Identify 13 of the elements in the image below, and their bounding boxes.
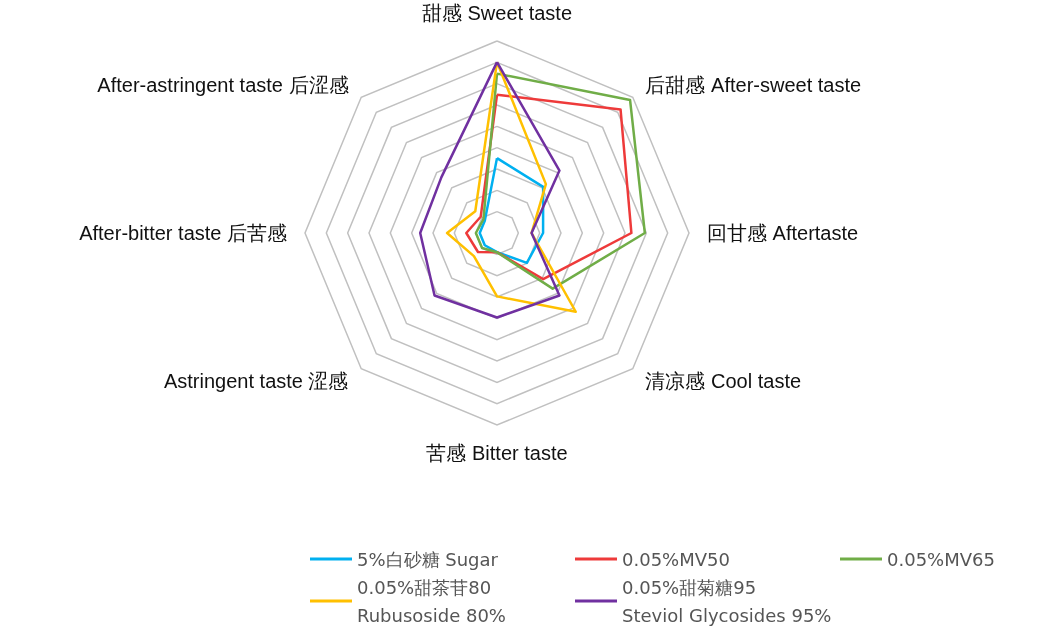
spoke-label: 回甘感 Aftertaste	[707, 222, 859, 244]
legend-label: 0.05%MV50	[622, 548, 730, 570]
spoke-label: 清凉感 Cool taste	[645, 370, 802, 393]
legend-label: 0.05%甜茶苷80 Rubusoside 80%	[357, 576, 506, 626]
spoke-label: 甜感 Sweet taste	[421, 2, 573, 24]
spoke-label: After-astringent taste 后涩感	[97, 73, 349, 96]
legend-label: 0.05%MV65	[887, 548, 995, 570]
spoke-label: After-bitter taste 后苦感	[79, 222, 287, 244]
spoke-label: 后甜感 After-sweet taste	[645, 73, 862, 96]
spoke-label: 苦感 Bitter taste	[426, 442, 568, 464]
legend-label: 5%白砂糖 Sugar	[357, 548, 499, 570]
spoke-label: Astringent taste 涩感	[163, 370, 349, 393]
legend-label: 0.05%甜菊糖95 Steviol Glycosides 95%	[622, 576, 832, 626]
